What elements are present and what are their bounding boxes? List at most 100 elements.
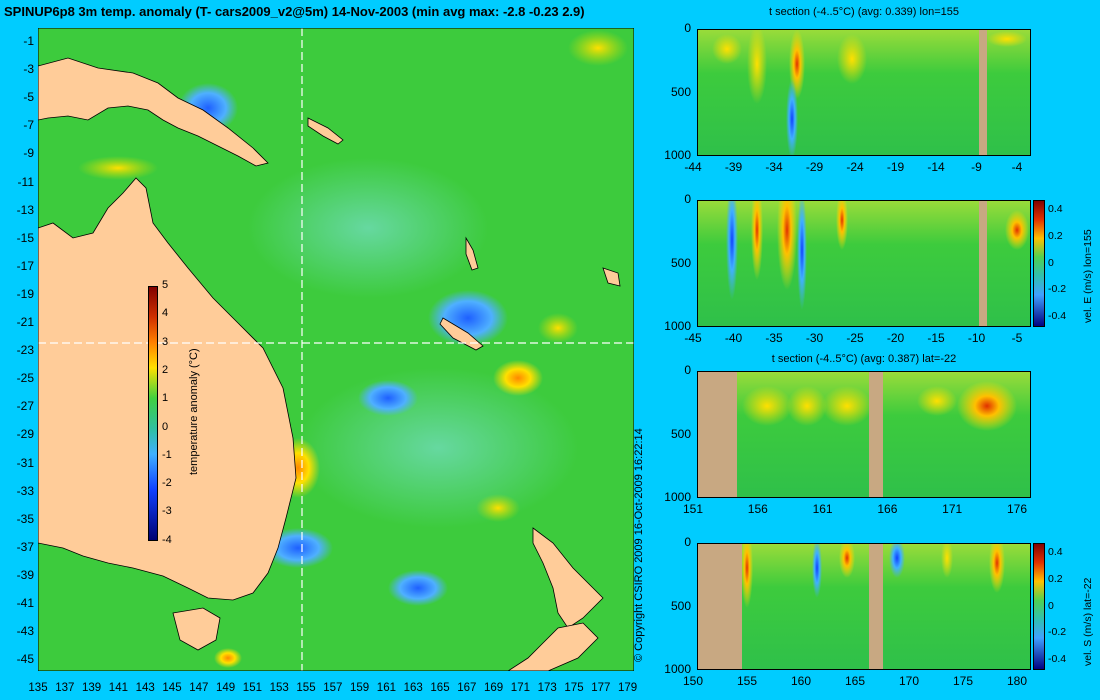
land-masses bbox=[38, 57, 621, 671]
panel-x-tick: 176 bbox=[1006, 502, 1028, 516]
panel-x-tick: 171 bbox=[942, 502, 963, 516]
panel-x-tick: -14 bbox=[927, 160, 945, 174]
panel-x-tick: -40 bbox=[724, 331, 743, 345]
panel-x-tick: -45 bbox=[684, 331, 702, 345]
nz-north-island bbox=[532, 527, 604, 629]
map-y-tick: -37 bbox=[16, 539, 34, 554]
map-y-tick: -3 bbox=[23, 62, 34, 77]
panel-x-tick: -34 bbox=[765, 160, 783, 174]
nz-south-island bbox=[507, 622, 599, 671]
map-colorbar-tick: 4 bbox=[162, 307, 169, 320]
panel-colorbar-label: vel. E (m/s) lon=155 bbox=[1082, 229, 1094, 323]
panel-y-tick: 500 bbox=[670, 255, 691, 270]
section-plot bbox=[697, 200, 1031, 327]
panel-y-tick: 500 bbox=[670, 84, 691, 99]
panel-colorbar-tick: 0.4 bbox=[1048, 546, 1063, 558]
land-mask bbox=[697, 371, 737, 498]
panel-x-tick: 160 bbox=[790, 674, 812, 688]
panel-x-tick: 180 bbox=[1006, 674, 1028, 688]
panel-x-tick: -39 bbox=[724, 160, 743, 174]
map-y-tick: -1 bbox=[23, 34, 34, 48]
panel-x-tick: 170 bbox=[898, 674, 920, 688]
map-colorbar-tick: -3 bbox=[162, 505, 172, 518]
anomaly-patches bbox=[53, 30, 628, 668]
panel-colorbar bbox=[1033, 543, 1045, 670]
panel-y-tick: 500 bbox=[670, 426, 691, 441]
land-mask bbox=[979, 29, 987, 156]
map-colorbar-tick: 3 bbox=[162, 335, 169, 348]
figure-title: SPINUP6p8 3m temp. anomaly (T- cars2009_… bbox=[4, 4, 585, 19]
map-y-tick: -23 bbox=[16, 343, 34, 358]
panel-y-tick: 1000 bbox=[664, 490, 691, 504]
panel-x-tick: 161 bbox=[812, 502, 833, 516]
panel-colorbar-tick: 0 bbox=[1048, 256, 1054, 269]
panel-y-tick: 0 bbox=[684, 192, 691, 206]
panel-x-tick: -15 bbox=[927, 331, 945, 345]
map-x-tick: 145 bbox=[162, 682, 182, 694]
land-mask bbox=[979, 200, 987, 327]
panel-y-tick: 1000 bbox=[664, 319, 691, 333]
new-caledonia bbox=[439, 317, 484, 351]
panel-y-tick: 0 bbox=[684, 535, 691, 549]
map-x-tick: 139 bbox=[82, 682, 102, 694]
panel-colorbar-tick: 0.2 bbox=[1048, 229, 1063, 242]
map-y-tick: -11 bbox=[17, 174, 34, 189]
map-x-tick: 153 bbox=[269, 682, 289, 694]
map-y-tick: -13 bbox=[16, 202, 34, 217]
panel-x-tick: -4 bbox=[1011, 160, 1023, 174]
australia bbox=[38, 177, 297, 601]
map-y-tick: -7 bbox=[23, 118, 34, 133]
map-x-tick: 167 bbox=[457, 682, 477, 694]
panel-x-tick: -35 bbox=[765, 331, 783, 345]
map-x-tick: 147 bbox=[189, 682, 209, 694]
panel-y-tick: 0 bbox=[684, 363, 691, 377]
panel-y-tick: 500 bbox=[670, 598, 691, 613]
map-colorbar-tick: -4 bbox=[162, 533, 172, 546]
map-colorbar-tick: -2 bbox=[162, 477, 172, 490]
map-x-tick: 137 bbox=[55, 682, 75, 694]
map-x-tick: 171 bbox=[510, 682, 530, 694]
panel-x-tick: 151 bbox=[682, 502, 704, 516]
panel-colorbar-tick: -0.4 bbox=[1048, 310, 1067, 322]
map-x-tick: 175 bbox=[564, 682, 584, 694]
map-y-tick: -39 bbox=[16, 567, 34, 582]
map-x-tick: 155 bbox=[296, 682, 316, 694]
map-colorbar bbox=[148, 286, 158, 541]
panel-colorbar-tick: -0.2 bbox=[1048, 626, 1067, 639]
copyright-text: © Copyright CSIRO 2009 16-Oct-2009 16:22… bbox=[633, 428, 645, 662]
fiji bbox=[602, 267, 621, 287]
map-x-tick: 169 bbox=[484, 682, 504, 694]
section-plot bbox=[697, 29, 1031, 156]
map-x-tick: 161 bbox=[376, 682, 396, 694]
land-mask bbox=[697, 543, 742, 670]
panel-x-tick: -9 bbox=[971, 160, 982, 174]
map-colorbar-tick: 1 bbox=[162, 392, 169, 405]
temperature-anomaly-map bbox=[38, 28, 634, 671]
map-x-tick: 163 bbox=[403, 682, 423, 694]
map-y-tick: -15 bbox=[16, 230, 34, 245]
panel-colorbar-tick: -0.2 bbox=[1048, 283, 1067, 296]
map-colorbar-label: temperature anomaly (°C) bbox=[188, 348, 200, 475]
panel-x-tick: -29 bbox=[805, 160, 824, 174]
new-guinea bbox=[38, 57, 269, 167]
panel-y-tick: 0 bbox=[684, 21, 691, 35]
panel-x-tick: 156 bbox=[747, 502, 768, 516]
land-mask bbox=[869, 543, 883, 670]
map-x-tick: 179 bbox=[618, 682, 638, 694]
map-x-tick: 159 bbox=[350, 682, 370, 694]
panel-colorbar-label: vel. S (m/s) lat=-22 bbox=[1082, 577, 1094, 666]
map-y-tick: -35 bbox=[16, 511, 34, 526]
panel-x-tick: -30 bbox=[805, 331, 824, 345]
map-y-tick: -21 bbox=[16, 315, 34, 329]
panel-x-tick: 175 bbox=[952, 674, 974, 688]
panel-x-tick: -5 bbox=[1011, 331, 1023, 345]
map-x-tick: 143 bbox=[135, 682, 155, 694]
map-colorbar-tick: -1 bbox=[162, 448, 172, 461]
map-x-tick: 173 bbox=[537, 682, 557, 694]
panel-x-tick: -25 bbox=[846, 331, 864, 345]
map-y-tick: -9 bbox=[23, 146, 34, 161]
panel-colorbar bbox=[1033, 200, 1045, 327]
panel-title: t section (-4..5°C) (avg: 0.387) lat=-22 bbox=[771, 353, 957, 365]
map-y-tick: -17 bbox=[16, 258, 34, 273]
map-y-tick: -5 bbox=[23, 90, 34, 105]
